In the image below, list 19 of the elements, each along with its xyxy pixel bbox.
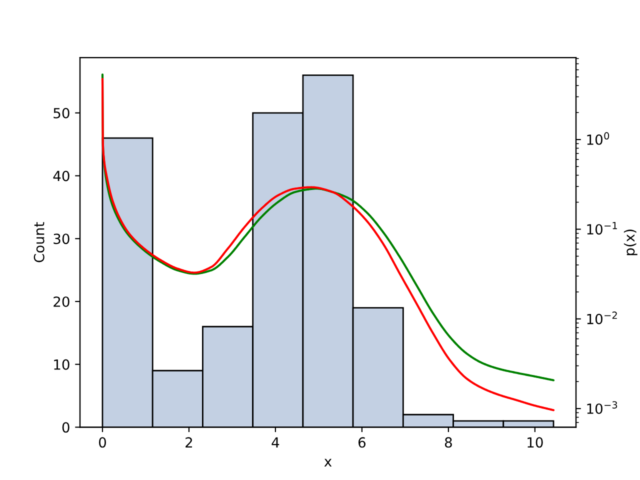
y2-axis-title: p(x) [624,230,638,256]
x-axis-title: x [324,458,332,466]
y-tick-label: 10 [54,359,70,370]
y2-tick-label: 10$^{0}$ [587,132,610,145]
x-tick-label: 2 [186,437,192,448]
y-axis-title: Count [34,222,44,262]
y-tick-label: 30 [54,234,70,244]
x-tick-label: 6 [358,437,366,448]
y2-tick-label: 10$^{−3}$ [587,401,618,414]
y-tick-label: 0 [62,422,70,433]
x-tick-label: 4 [272,437,280,448]
y2-tick-label: 10$^{−2}$ [587,312,617,324]
y2-tick-label: 10$^{−1}$ [587,222,617,235]
y-tick-label: 50 [54,108,70,118]
x-tick-label: 10 [528,437,543,448]
y-tick-label: 20 [54,296,70,307]
y-tick-label: 40 [53,170,70,182]
x-tick-label: 8 [444,437,452,448]
x-tick-label: 0 [98,437,106,448]
